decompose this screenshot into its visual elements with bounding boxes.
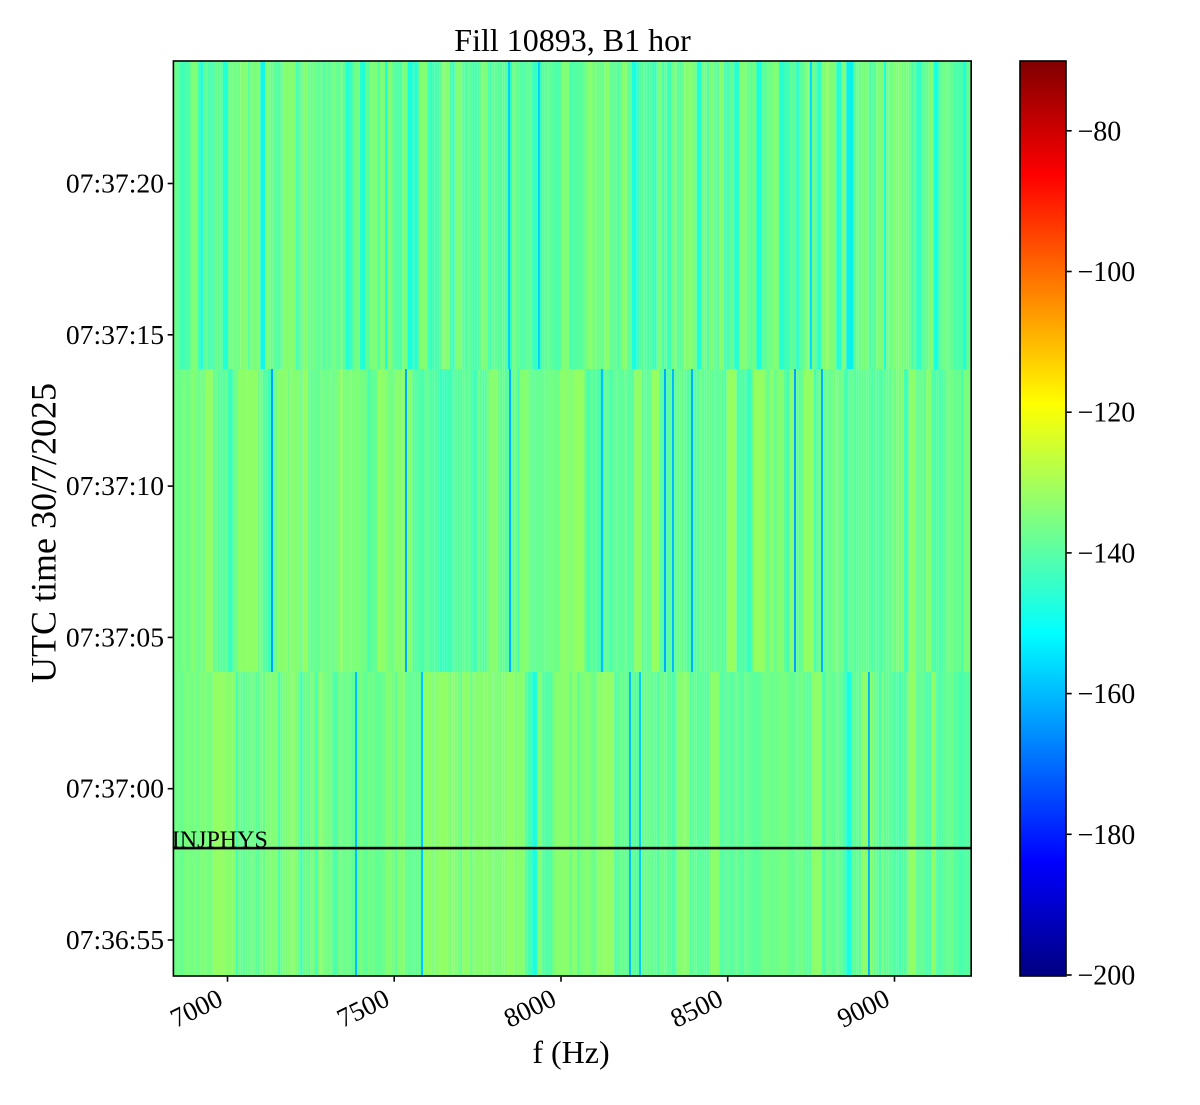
svg-text:07:37:10: 07:37:10 [66, 470, 164, 501]
svg-text:07:37:05: 07:37:05 [66, 621, 164, 652]
svg-text:−100: −100 [1078, 257, 1136, 288]
svg-text:7500: 7500 [332, 983, 394, 1034]
svg-text:07:37:20: 07:37:20 [66, 168, 164, 199]
svg-text:Fill 10893, B1 hor: Fill 10893, B1 hor [454, 22, 691, 58]
svg-text:−180: −180 [1078, 820, 1136, 851]
svg-text:7000: 7000 [165, 983, 227, 1034]
svg-text:07:36:55: 07:36:55 [66, 924, 164, 955]
svg-text:f (Hz): f (Hz) [532, 1034, 609, 1070]
svg-text:INJPHYS: INJPHYS [172, 827, 268, 853]
svg-text:07:37:15: 07:37:15 [66, 319, 164, 350]
svg-text:07:37:00: 07:37:00 [66, 773, 164, 804]
svg-text:−120: −120 [1078, 398, 1136, 429]
svg-text:−160: −160 [1078, 679, 1136, 710]
svg-text:−80: −80 [1078, 116, 1122, 147]
svg-text:8500: 8500 [666, 983, 728, 1034]
svg-text:8000: 8000 [499, 983, 561, 1034]
svg-text:9000: 9000 [832, 983, 894, 1034]
svg-text:−140: −140 [1078, 538, 1136, 569]
svg-text:−200: −200 [1078, 961, 1136, 992]
svg-text:UTC time 30/7/2025: UTC time 30/7/2025 [24, 383, 64, 683]
